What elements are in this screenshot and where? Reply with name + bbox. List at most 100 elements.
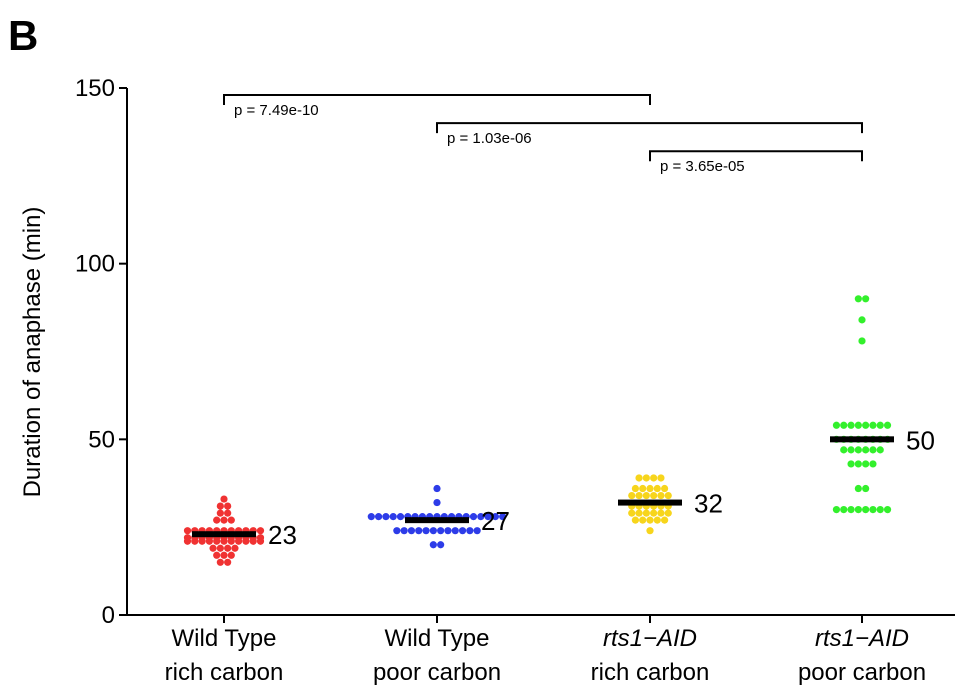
median-label: 32 (694, 489, 723, 519)
data-point (429, 527, 437, 535)
x-tick-label: poor carbon (373, 659, 501, 686)
p-value-label: p = 3.65e-05 (660, 158, 745, 175)
data-point (847, 446, 855, 454)
data-point (631, 484, 640, 493)
data-point (382, 513, 390, 521)
data-point (664, 491, 672, 500)
significance-bracket (436, 122, 863, 134)
data-point (650, 491, 658, 500)
data-point (653, 516, 661, 524)
data-point (876, 506, 884, 514)
data-point (661, 484, 669, 493)
y-tick-label: 100 (75, 251, 115, 278)
data-point (433, 484, 441, 493)
data-point (242, 537, 250, 545)
data-point (499, 513, 507, 521)
data-point (183, 527, 192, 535)
data-point (220, 537, 228, 545)
median-bar (618, 499, 682, 506)
x-tick-label: Wild Type (385, 625, 490, 652)
data-point (466, 527, 474, 535)
p-value-label: p = 7.49e-10 (234, 102, 319, 119)
p-value-label: p = 1.03e-06 (447, 130, 532, 147)
data-point (858, 337, 866, 345)
data-point (227, 516, 235, 524)
data-point (854, 295, 862, 303)
data-point (429, 541, 437, 549)
y-tick-label: 0 (102, 602, 115, 629)
data-point (220, 516, 228, 524)
data-point (642, 474, 650, 482)
data-point (635, 509, 643, 517)
data-point (477, 513, 485, 521)
data-point (224, 558, 232, 566)
data-point (862, 506, 870, 514)
significance-brackets: p = 7.49e-10 p = 1.03e-06 p = 3.65e-05 (223, 94, 863, 175)
data-point (876, 421, 884, 429)
data-point (473, 527, 481, 535)
data-point (235, 537, 243, 545)
data-point (642, 509, 650, 517)
data-point (389, 513, 397, 521)
data-point (876, 446, 884, 454)
data-point (646, 527, 654, 535)
data-point (847, 506, 855, 514)
data-point (213, 516, 221, 524)
data-point (213, 537, 221, 545)
data-point (854, 446, 862, 454)
data-point (220, 495, 228, 503)
data-point (209, 544, 217, 552)
data-point (664, 509, 672, 517)
data-point (869, 421, 877, 429)
data-point (422, 527, 430, 535)
data-point (635, 491, 643, 500)
data-point (854, 484, 862, 493)
significance-bracket (649, 150, 863, 162)
data-point (847, 421, 855, 429)
data-point (869, 460, 877, 468)
data-point (484, 513, 492, 521)
data-point (227, 551, 235, 559)
data-point (642, 491, 650, 500)
data-point (832, 421, 841, 429)
data-point (491, 513, 499, 521)
x-tick-label: rts1−AID (815, 625, 909, 652)
data-point (437, 541, 445, 549)
data-point (862, 460, 870, 468)
data-point (883, 421, 892, 429)
y-tick-label: 150 (75, 75, 115, 102)
data-point (205, 537, 213, 545)
x-tick-label: poor carbon (798, 659, 926, 686)
data-point (646, 484, 654, 493)
data-point (628, 491, 636, 500)
data-point (840, 421, 848, 429)
data-point (862, 484, 870, 493)
x-tick-label: rich carbon (165, 659, 284, 686)
data-point (183, 537, 192, 545)
x-tick-label: rts1−AID (603, 625, 697, 652)
data-point (639, 484, 647, 493)
data-point (249, 537, 257, 545)
data-point (639, 516, 647, 524)
median-bar (405, 517, 469, 524)
data-point (883, 506, 892, 514)
data-point (198, 537, 206, 545)
data-point (437, 527, 445, 535)
data-point (415, 527, 423, 535)
data-point (451, 527, 459, 535)
data-point (862, 421, 870, 429)
y-tick-label: 50 (88, 426, 115, 453)
data-point (396, 513, 405, 521)
data-point (256, 527, 265, 535)
data-point (224, 502, 232, 510)
data-point (657, 491, 665, 500)
median-bar (830, 436, 894, 443)
data-point (458, 527, 467, 535)
data-point (661, 516, 669, 524)
data-point (216, 502, 224, 510)
x-tick-label: rich carbon (591, 659, 710, 686)
data-point (635, 474, 643, 482)
data-point (650, 509, 658, 517)
panel-label: B (8, 12, 38, 59)
x-tick-label: Wild Type (172, 625, 277, 652)
